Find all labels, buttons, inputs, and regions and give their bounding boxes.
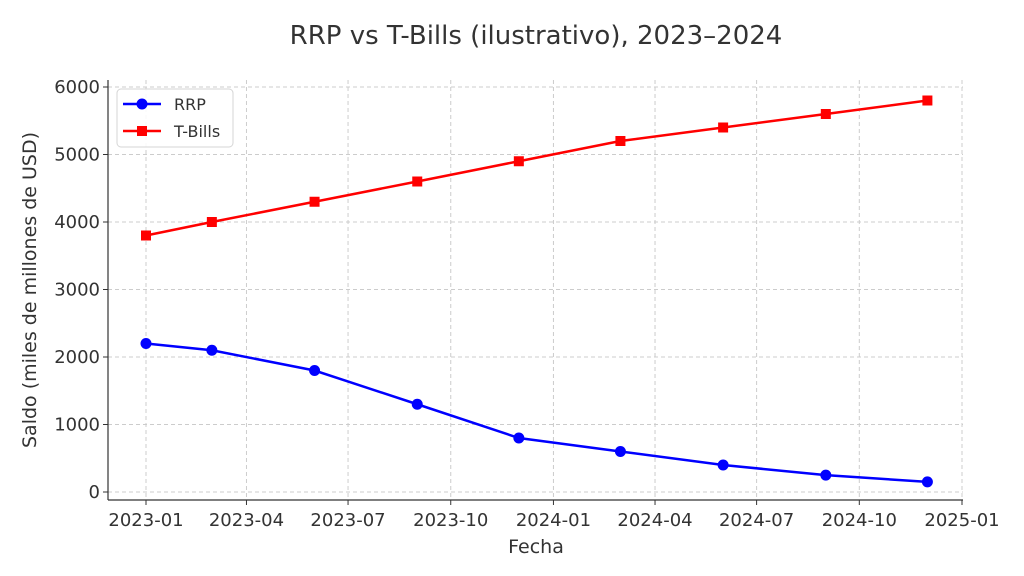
y-axis-label: Saldo (miles de millones de USD) [19, 132, 41, 448]
y-tick-label: 5000 [54, 145, 100, 166]
x-tick-label: 2023-10 [413, 510, 488, 531]
chart-title: RRP vs T-Bills (ilustrativo), 2023–2024 [290, 21, 783, 51]
y-tick-label: 4000 [54, 212, 100, 233]
y-tick-label: 1000 [54, 415, 100, 436]
x-tick-label: 2023-04 [209, 510, 284, 531]
x-tick-label: 2025-01 [924, 510, 999, 531]
x-tick-label: 2024-04 [617, 510, 692, 531]
y-tick-label: 6000 [54, 77, 100, 98]
x-tick-label: 2023-07 [310, 510, 385, 531]
data-point [615, 136, 626, 146]
data-point [206, 344, 218, 356]
data-point [206, 217, 217, 227]
x-tick-label: 2023-01 [108, 510, 183, 531]
y-tick-label: 3000 [54, 280, 100, 301]
data-point [921, 476, 933, 488]
x-tick-label: 2024-10 [822, 510, 897, 531]
x-tick-label: 2024-01 [516, 510, 591, 531]
y-tick-label: 2000 [54, 347, 100, 368]
legend-marker-square-icon [137, 126, 147, 136]
legend-label: T-Bills [173, 122, 220, 141]
data-point [309, 196, 320, 207]
x-tick-label: 2024-07 [719, 510, 794, 531]
y-tick-label: 0 [89, 482, 100, 503]
data-point [309, 365, 321, 376]
data-point [140, 338, 152, 349]
data-point [141, 230, 151, 241]
data-point [717, 459, 729, 471]
grid [108, 80, 963, 500]
data-point [820, 469, 832, 481]
data-point [412, 176, 423, 187]
data-point [922, 95, 933, 106]
axes: 0 1000 2000 3000 4000 5000 6000 2023-01 2023-04 2… [54, 77, 999, 531]
legend-marker-circle-icon [136, 98, 148, 110]
legend: RRP T-Bills [116, 88, 234, 148]
data-point [513, 432, 525, 444]
series-line-rrp [145, 342, 928, 484]
legend-label: RRP [174, 95, 206, 114]
x-axis-label: Fecha [508, 536, 564, 558]
series-line-t-bills [145, 99, 928, 237]
data-point [411, 398, 423, 410]
data-point [614, 446, 626, 457]
data-point [820, 109, 831, 119]
data-point [718, 122, 729, 133]
data-point [513, 156, 524, 167]
series [140, 95, 933, 488]
